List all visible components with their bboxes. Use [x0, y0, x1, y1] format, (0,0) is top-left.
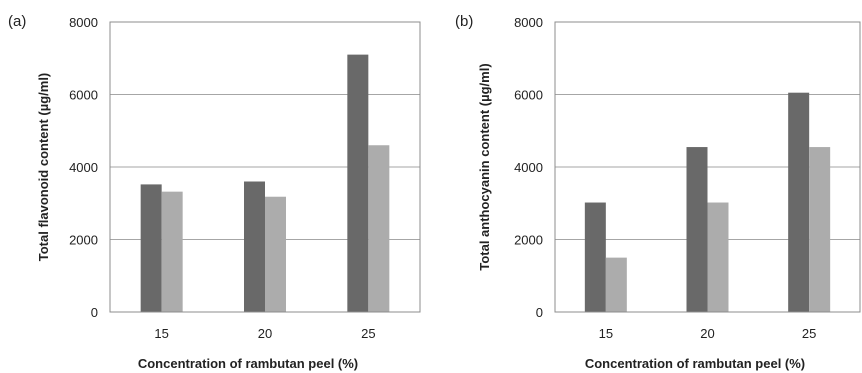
panel-a-y-tick-label: 2000	[69, 233, 98, 248]
panel-a-bar-15-series-2	[161, 191, 183, 312]
panel-a-bar-15-series-1	[140, 184, 162, 312]
panel-a-flavonoid-chart: (a) Total flavonoid content (µg/ml) Conc…	[8, 13, 421, 371]
panel-a-bar-20-series-1	[244, 181, 265, 312]
panel-b-bar-25-series-2	[809, 147, 831, 312]
panel-a-y-tick-label: 0	[91, 305, 98, 320]
panel-b-label: (b)	[455, 13, 473, 30]
panel-a-y-tick-label: 6000	[69, 88, 98, 103]
panel-b-bar-25-series-1	[788, 92, 810, 312]
panel-a-x-tick-label: 15	[154, 326, 168, 341]
panel-b-anthocyanin-chart: (b) Total anthocyanin content (µg/ml) Co…	[455, 13, 861, 371]
panel-a-bar-25-series-1	[347, 54, 369, 312]
panel-b-x-tick-label: 15	[599, 326, 613, 341]
panel-b-x-tick-label: 25	[802, 326, 816, 341]
panel-b-y-tick-label: 8000	[514, 15, 543, 30]
panel-a-bar-25-series-2	[368, 145, 390, 312]
panel-a-plot-frame	[109, 21, 421, 313]
panel-a-y-tick-label: 4000	[69, 160, 98, 175]
panel-a-y-tick-label: 8000	[69, 15, 98, 30]
panel-a-bar-20-series-2	[265, 196, 286, 312]
panel-b-x-tick-label: 20	[700, 326, 714, 341]
panel-a-y-axis-title: Total flavonoid content (µg/ml)	[36, 73, 51, 262]
panel-a-label: (a)	[8, 13, 26, 30]
panel-b-y-tick-label: 2000	[514, 233, 543, 248]
panel-a-x-tick-label: 25	[361, 326, 375, 341]
panel-b-bar-15-series-1	[584, 202, 606, 312]
panel-b-bar-15-series-2	[605, 257, 627, 312]
panel-b-bar-20-series-1	[686, 147, 708, 312]
panel-b-y-tick-label: 0	[536, 305, 543, 320]
panel-b-y-axis-title: Total anthocyanin content (µg/ml)	[477, 63, 492, 270]
panel-b-bar-20-series-2	[707, 202, 729, 312]
panel-b-x-axis-title: Concentration of rambutan peel (%)	[585, 356, 805, 371]
panel-b-plot-frame	[554, 21, 861, 313]
panel-b-y-tick-label: 6000	[514, 88, 543, 103]
panel-a-x-axis-title: Concentration of rambutan peel (%)	[138, 356, 358, 371]
panel-a-x-tick-label: 20	[258, 326, 272, 341]
panel-b-y-tick-label: 4000	[514, 160, 543, 175]
